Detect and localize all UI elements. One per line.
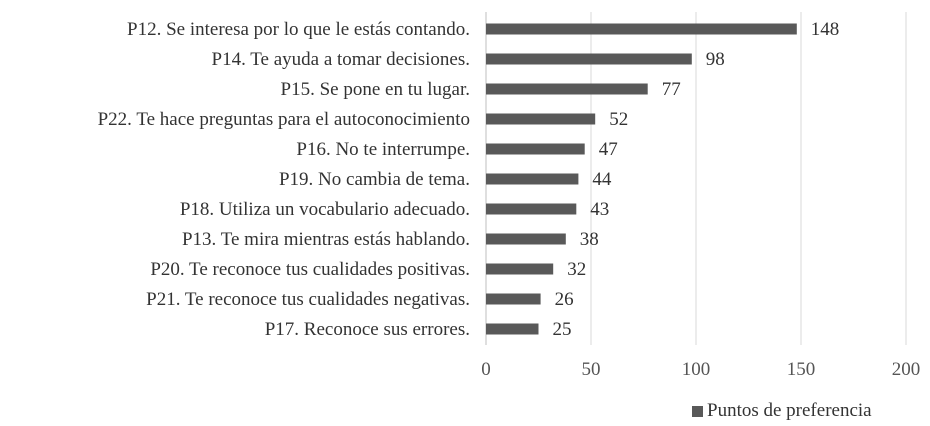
bar-9 (486, 263, 554, 275)
category-label: P13. Te mira mientras estás hablando. (182, 229, 470, 250)
category-labels: P12. Se interesa por lo que le estás con… (98, 19, 470, 340)
legend: Puntos de preferencia (692, 400, 872, 422)
value-label: 98 (706, 49, 725, 70)
category-label: P21. Te reconoce tus cualidades negativa… (146, 289, 470, 310)
value-label: 77 (662, 79, 681, 100)
value-label: 26 (555, 289, 574, 310)
value-label: 47 (599, 139, 618, 160)
bars (486, 23, 797, 335)
legend-label: Puntos de preferencia (707, 400, 872, 421)
value-label: 43 (590, 199, 609, 220)
x-tick-label: 0 (481, 359, 491, 380)
category-label: P22. Te hace preguntas para el autoconoc… (98, 109, 470, 130)
bar-5 (486, 143, 585, 155)
x-tick-label: 200 (892, 359, 921, 380)
category-label: P18. Utiliza un vocabulario adecuado. (180, 199, 470, 220)
value-label: 52 (609, 109, 628, 130)
value-label: 25 (553, 319, 572, 340)
legend-swatch (692, 405, 703, 417)
category-label: P12. Se interesa por lo que le estás con… (127, 19, 470, 40)
category-label: P16. No te interrumpe. (296, 139, 470, 160)
bar-8 (486, 233, 566, 245)
bar-2 (486, 53, 692, 65)
value-label: 44 (592, 169, 612, 190)
x-tick-label: 100 (682, 359, 711, 380)
bar-1 (486, 23, 797, 35)
bar-6 (486, 173, 579, 185)
bar-10 (486, 293, 541, 305)
bar-11 (486, 323, 539, 335)
bar-4 (486, 113, 596, 125)
category-label: P17. Reconoce sus errores. (265, 319, 470, 340)
bar-7 (486, 203, 577, 215)
value-labels: 148 98 77 52 47 44 43 38 32 26 25 (553, 19, 840, 340)
value-label: 38 (580, 229, 599, 250)
bar-3 (486, 83, 648, 95)
x-tick-label: 150 (787, 359, 816, 380)
category-label: P15. Se pone en tu lugar. (281, 79, 470, 100)
value-label: 148 (811, 19, 840, 40)
value-label: 32 (567, 259, 586, 280)
category-label: P19. No cambia de tema. (279, 169, 470, 190)
x-axis-ticks: 0 50 100 150 200 (481, 359, 920, 380)
gridlines (485, 12, 907, 345)
x-tick-label: 50 (582, 359, 601, 380)
category-label: P14. Te ayuda a tomar decisiones. (212, 49, 470, 70)
category-label: P20. Te reconoce tus cualidades positiva… (150, 259, 470, 280)
